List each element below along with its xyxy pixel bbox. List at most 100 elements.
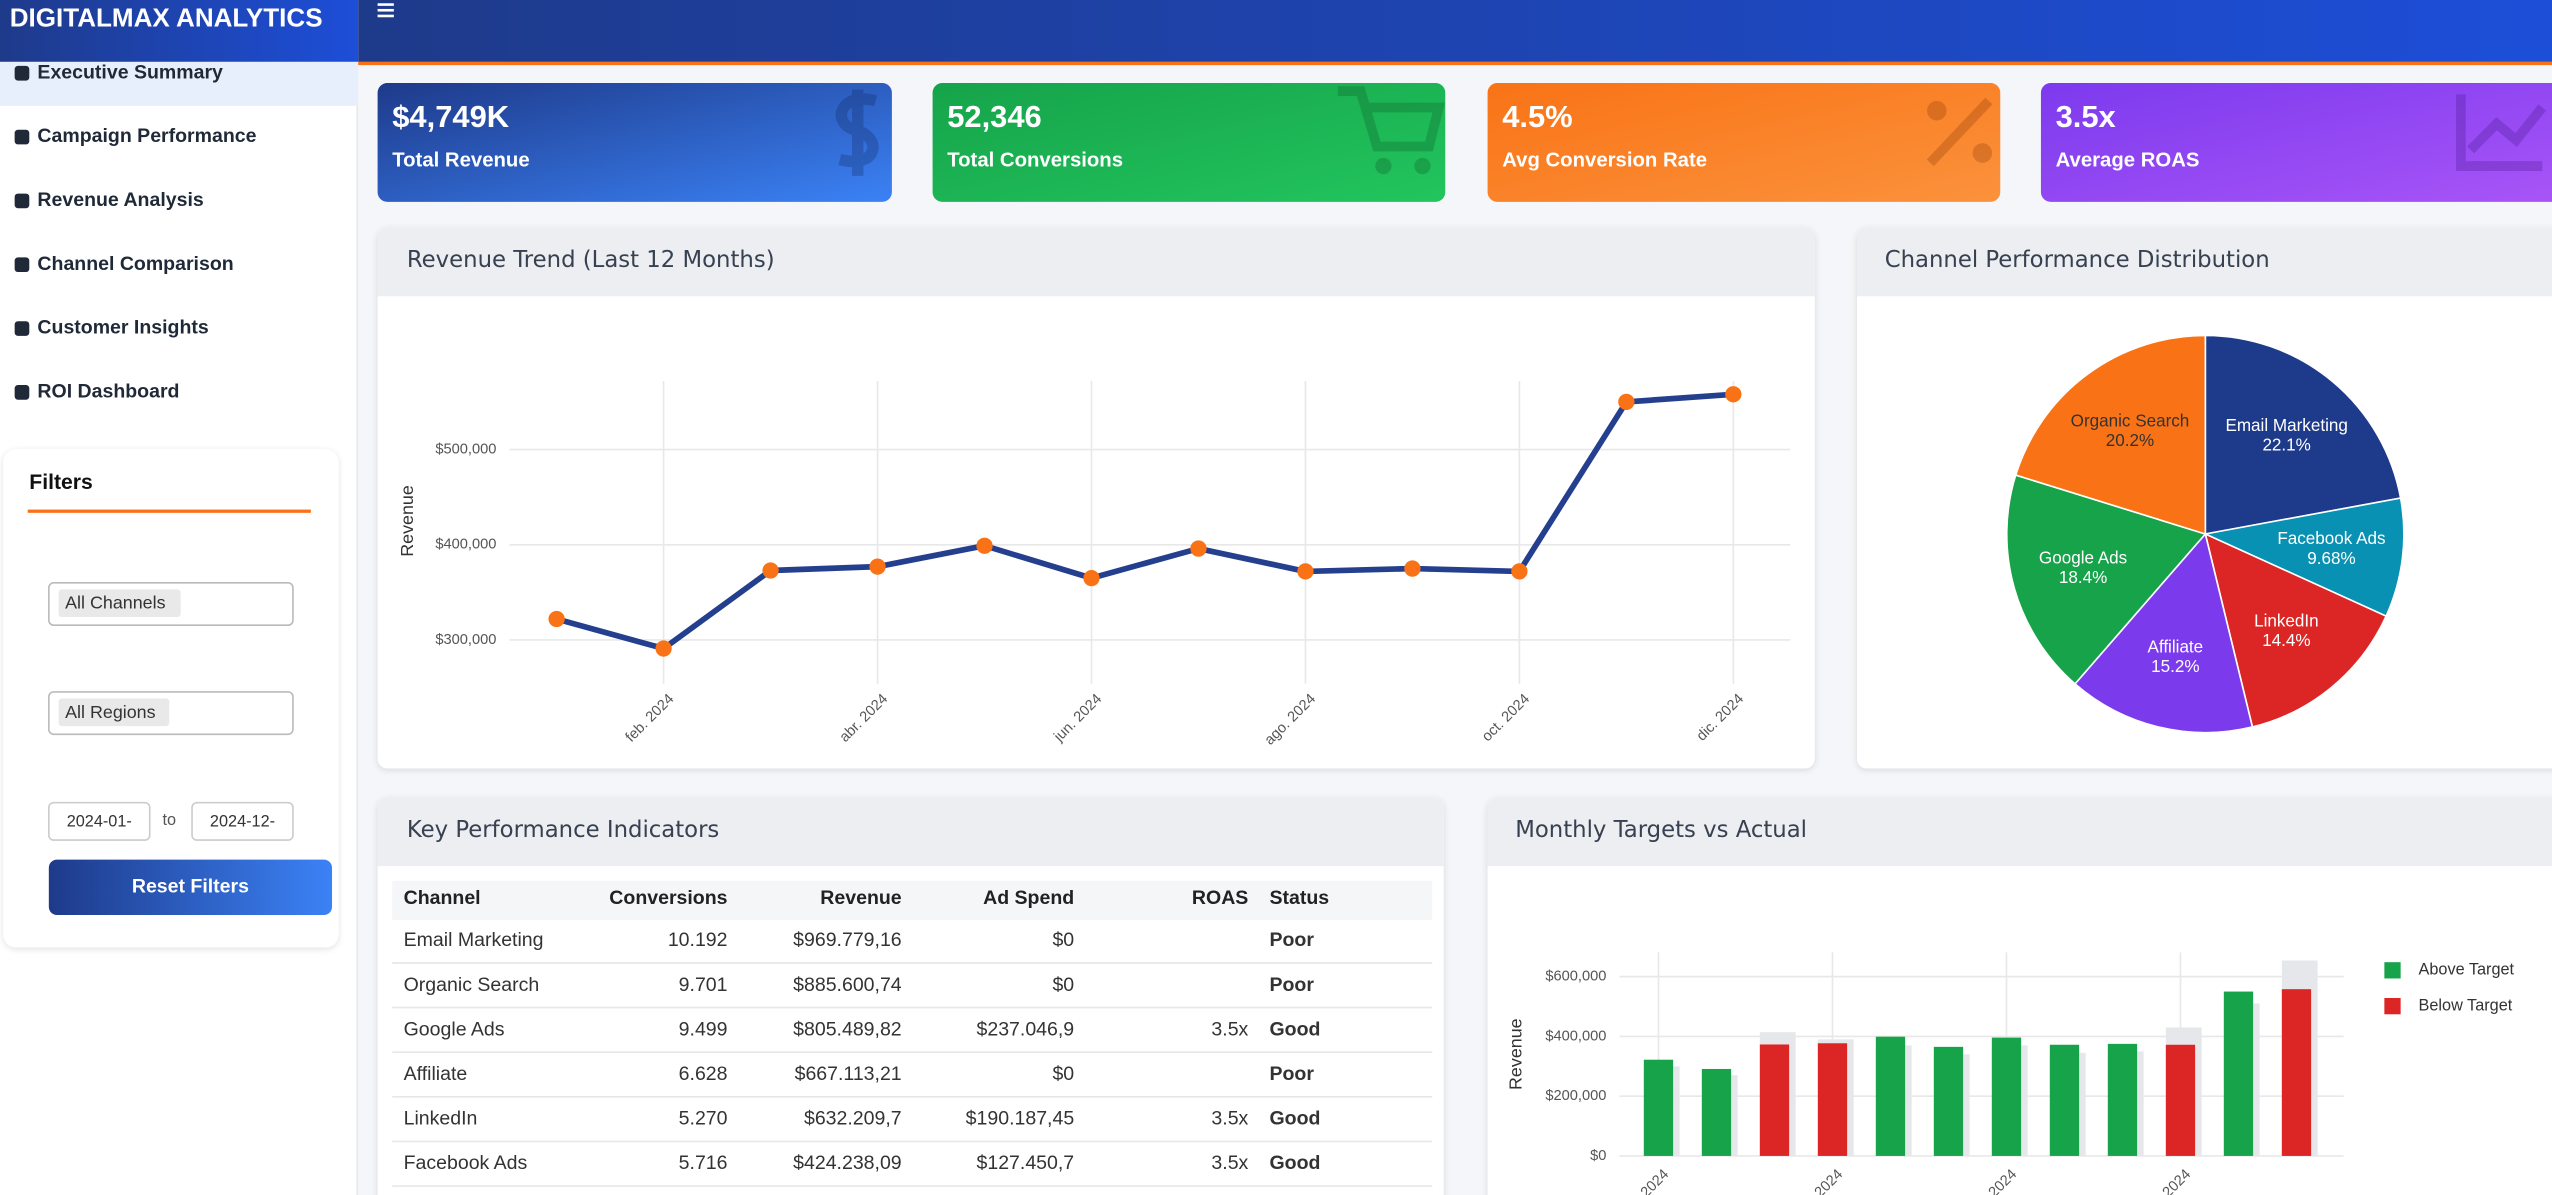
bar bbox=[2223, 991, 2254, 1156]
bar bbox=[2281, 989, 2312, 1156]
header-bar bbox=[358, 0, 2552, 62]
legend-swatch bbox=[2384, 962, 2401, 979]
nav-item[interactable]: Campaign Performance bbox=[37, 125, 256, 147]
kpi-card bbox=[932, 83, 1446, 202]
marker bbox=[655, 640, 672, 657]
table-cell: Affiliate bbox=[404, 1063, 468, 1085]
marker bbox=[1083, 569, 1100, 587]
nav-item[interactable]: Channel Comparison bbox=[37, 253, 233, 275]
table-cell: LinkedIn bbox=[404, 1108, 478, 1130]
nav-icon bbox=[14, 257, 30, 273]
bar bbox=[2107, 1043, 2138, 1156]
panel-header bbox=[377, 797, 1444, 867]
table-cell: $190.187,45 bbox=[966, 1108, 1075, 1130]
kpi-value: 3.5x bbox=[2056, 99, 2116, 134]
table-cell: Poor bbox=[1269, 929, 1314, 951]
header-accent bbox=[358, 61, 2552, 66]
brand-bar bbox=[0, 0, 359, 62]
date-to[interactable] bbox=[191, 801, 294, 841]
marker bbox=[548, 610, 565, 628]
kpi-label: Average ROAS bbox=[2056, 150, 2200, 172]
table-header: Status bbox=[1269, 887, 1329, 909]
menu-toggle[interactable] bbox=[377, 3, 394, 18]
slice-value: 22.1% bbox=[2262, 436, 2310, 455]
date-sep: to bbox=[162, 811, 176, 829]
marker bbox=[976, 537, 993, 554]
slice-value: 14.4% bbox=[2262, 631, 2310, 650]
kpi-label: Total Revenue bbox=[392, 150, 529, 172]
kpi-card bbox=[1487, 83, 2001, 202]
y-tick-label: $0 bbox=[1590, 1148, 1606, 1164]
marker bbox=[1511, 563, 1528, 580]
panel-header bbox=[1487, 797, 2552, 867]
nav-item[interactable]: Customer Insights bbox=[37, 317, 208, 339]
table-cell: $237.046,9 bbox=[977, 1018, 1075, 1040]
table-cell: $0 bbox=[1052, 1063, 1074, 1085]
table-cell: $969.779,16 bbox=[793, 929, 902, 951]
legend-label: Below Target bbox=[2419, 996, 2513, 1014]
date-from[interactable] bbox=[48, 801, 151, 841]
panel-title: Revenue Trend (Last 12 Months) bbox=[407, 247, 775, 273]
table-cell: $632.209,7 bbox=[804, 1108, 902, 1130]
kpi-value: 52,346 bbox=[947, 99, 1042, 134]
table-cell: 3.5x bbox=[1211, 1152, 1248, 1174]
table-cell: 9.499 bbox=[679, 1018, 728, 1040]
sidebar-border bbox=[356, 0, 359, 1195]
table-cell: $885.600,74 bbox=[793, 974, 902, 996]
slice-label: Facebook Ads bbox=[2277, 529, 2385, 548]
table-cell: 5.270 bbox=[679, 1108, 728, 1130]
table-cell: $0 bbox=[1052, 929, 1074, 951]
bar bbox=[1875, 1036, 1906, 1156]
bar bbox=[1817, 1043, 1848, 1156]
table-cell: Good bbox=[1269, 1108, 1320, 1130]
bar bbox=[2165, 1044, 2196, 1156]
table-cell: Email Marketing bbox=[404, 929, 544, 951]
table-cell: Good bbox=[1269, 1018, 1320, 1040]
channel-value: All Channels bbox=[65, 593, 165, 613]
kpi-icons bbox=[835, 86, 2547, 176]
panel-title: Monthly Targets vs Actual bbox=[1515, 817, 1807, 843]
nav-icon bbox=[14, 129, 30, 145]
reset-label: Reset Filters bbox=[132, 875, 249, 897]
table-header: Channel bbox=[404, 887, 481, 909]
bar bbox=[1643, 1059, 1674, 1156]
pie-slice bbox=[2073, 532, 2254, 734]
legend-swatch bbox=[2384, 998, 2401, 1015]
reset-button[interactable] bbox=[48, 859, 333, 915]
slice-value: 20.2% bbox=[2106, 431, 2154, 450]
marker bbox=[1190, 540, 1207, 557]
table-cell: Organic Search bbox=[404, 974, 540, 996]
table-cell: 3.5x bbox=[1211, 1108, 1248, 1130]
table-cell: 5.716 bbox=[679, 1152, 728, 1174]
nav-item[interactable]: Revenue Analysis bbox=[37, 189, 203, 211]
marker bbox=[1618, 393, 1635, 411]
y-tick-label: $600,000 bbox=[1545, 968, 1606, 984]
nav-icon bbox=[14, 321, 30, 336]
legend-label: Above Target bbox=[2419, 961, 2515, 979]
table-cell: 10.192 bbox=[668, 929, 728, 951]
pie-slice bbox=[2005, 474, 2207, 686]
table-cell: Facebook Ads bbox=[404, 1152, 528, 1174]
table-cell: 3.5x bbox=[1211, 1018, 1248, 1040]
y-tick-label: $500,000 bbox=[435, 441, 496, 457]
y-axis-title: Revenue bbox=[1506, 1018, 1526, 1090]
bar bbox=[2049, 1044, 2080, 1156]
nav-icon bbox=[14, 193, 30, 209]
panel-header bbox=[377, 227, 1815, 297]
table-header: Conversions bbox=[609, 887, 727, 909]
table-cell: 6.628 bbox=[679, 1063, 728, 1085]
nav-item[interactable]: Executive Summary bbox=[37, 61, 223, 83]
slice-value: 15.2% bbox=[2151, 657, 2199, 676]
kpi-label: Avg Conversion Rate bbox=[1502, 150, 1707, 172]
y-axis-title: Revenue bbox=[397, 485, 417, 557]
kpi-value: 4.5% bbox=[1502, 99, 1572, 134]
table-cell: 9.701 bbox=[679, 974, 728, 996]
table-cell: Poor bbox=[1269, 1063, 1314, 1085]
pie-slice bbox=[2204, 334, 2402, 535]
nav-item[interactable]: ROI Dashboard bbox=[37, 381, 179, 403]
y-tick-label: $400,000 bbox=[435, 537, 496, 553]
y-tick-label: $400,000 bbox=[1545, 1028, 1606, 1044]
nav-icon bbox=[14, 65, 30, 81]
table-cell: $667.113,21 bbox=[795, 1063, 902, 1085]
